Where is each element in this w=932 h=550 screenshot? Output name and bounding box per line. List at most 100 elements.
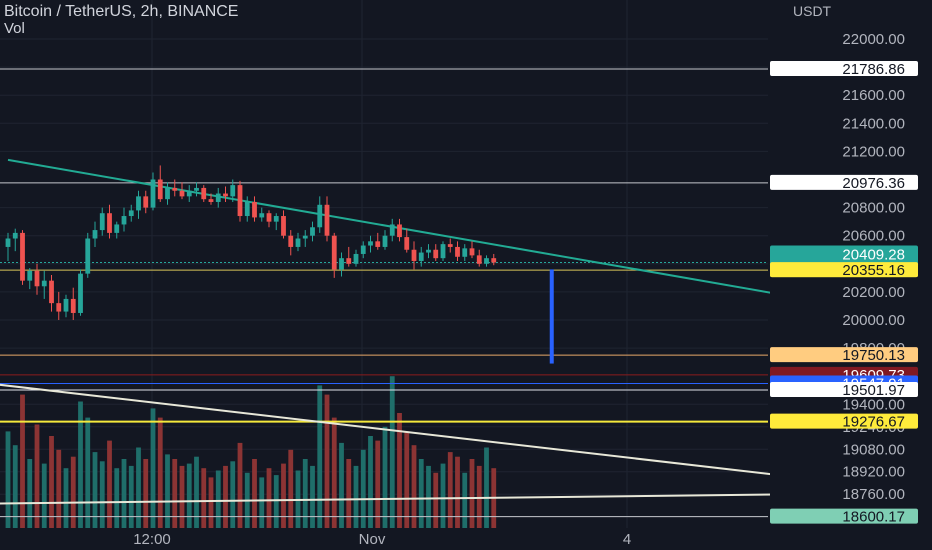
candle-body xyxy=(12,232,18,239)
candle-body xyxy=(440,244,446,259)
trendline-bottom-support[interactable] xyxy=(0,493,799,505)
candle-body xyxy=(426,249,431,253)
candle-body xyxy=(266,213,272,222)
volume-bar xyxy=(324,394,330,528)
volume-bar xyxy=(186,463,192,528)
candle-body xyxy=(201,187,207,200)
level-tag-19276.67-bg xyxy=(770,413,918,429)
symbol-title: Bitcoin / TetherUS, 2h, BINANCE xyxy=(4,3,239,20)
candle-body xyxy=(491,258,497,263)
candle-body xyxy=(310,227,315,236)
candle-body xyxy=(194,187,199,191)
volume-bar xyxy=(215,470,221,528)
candle-body xyxy=(252,201,257,218)
candle-body xyxy=(223,193,228,197)
volume-bar xyxy=(12,445,18,528)
candle-body xyxy=(302,235,308,239)
candle-body xyxy=(324,204,330,236)
candle-body xyxy=(397,224,402,238)
volume-bar xyxy=(375,440,381,528)
volume-bar xyxy=(107,440,112,528)
candle-body xyxy=(165,187,170,200)
volume-bar xyxy=(143,459,149,528)
candle-body xyxy=(56,303,62,312)
volume-bar xyxy=(150,408,156,528)
candle-body xyxy=(99,213,105,231)
candle-body xyxy=(41,280,47,287)
volume-bar xyxy=(20,394,25,528)
candle-body xyxy=(49,280,54,304)
price-axis-tick: 22000.00 xyxy=(842,31,905,48)
level-tag-21786.86-bg xyxy=(770,60,918,76)
candle-body xyxy=(404,237,410,250)
candle-body xyxy=(339,258,344,270)
candle-body xyxy=(85,238,91,274)
candle-body xyxy=(63,298,69,312)
candle-body xyxy=(230,185,236,197)
candle-body xyxy=(78,273,83,313)
volume-bar xyxy=(281,463,286,528)
level-tag-19501.97-bg xyxy=(770,381,918,397)
volume-bar xyxy=(404,431,410,528)
level-tag-19501.97: 19501.97 xyxy=(842,382,905,399)
trendline-lower-diagonal[interactable] xyxy=(0,379,799,479)
volume-bar xyxy=(266,468,272,528)
candle-body xyxy=(121,216,127,225)
volume-bar xyxy=(128,465,134,528)
volume-bar xyxy=(56,449,62,528)
price-axis-tick: 19400.00 xyxy=(842,396,905,413)
candle-body xyxy=(462,248,468,257)
volume-bar xyxy=(208,477,214,528)
level-tag-18600.17: 18600.17 xyxy=(842,509,905,526)
volume-bar xyxy=(397,413,402,528)
candle-body xyxy=(484,258,489,264)
candle-body xyxy=(433,249,439,259)
candle-body xyxy=(237,185,243,217)
candle-body xyxy=(353,253,359,264)
time-axis[interactable] xyxy=(0,528,768,550)
candle-body xyxy=(281,216,286,236)
volume-bar xyxy=(165,454,170,528)
volume-bar xyxy=(426,465,431,528)
volume-bar xyxy=(469,459,475,528)
volume-bar xyxy=(121,459,127,528)
candle-body xyxy=(259,213,265,218)
time-axis-tick: Nov xyxy=(359,531,386,548)
candle-body xyxy=(179,190,185,197)
volume-bar xyxy=(237,442,243,528)
price-axis-tick: 21200.00 xyxy=(842,143,905,160)
volume-bar xyxy=(201,468,207,528)
price-axis-tick: 18920.00 xyxy=(842,464,905,481)
candle-body xyxy=(346,258,352,264)
level-tag-top-20355-bg xyxy=(770,262,918,278)
volume-bar xyxy=(99,461,105,528)
candle-body xyxy=(128,210,134,217)
candle-body xyxy=(215,193,221,202)
volume-bar xyxy=(70,456,76,528)
candle-body xyxy=(295,238,301,247)
volume-bar xyxy=(368,436,373,528)
level-tag-top-20355: 20355.16 xyxy=(842,262,905,279)
candle-body xyxy=(114,224,120,233)
candle-body xyxy=(375,241,381,247)
candle-body xyxy=(208,199,214,202)
volume-bar xyxy=(41,463,47,528)
volume-bar xyxy=(92,452,98,528)
volume-bar xyxy=(447,452,453,528)
candle-body xyxy=(107,213,112,233)
candle-body xyxy=(476,255,482,264)
last-price-value: 20409.28 xyxy=(842,246,905,263)
trendline-upper-resistance[interactable] xyxy=(7,158,799,299)
volume-bar xyxy=(440,463,446,528)
candle-body xyxy=(382,235,388,247)
projection-bar[interactable] xyxy=(549,269,554,364)
candle-body xyxy=(469,248,475,256)
volume-bar xyxy=(310,465,315,528)
volume-bar xyxy=(157,417,163,528)
candle-body xyxy=(447,244,453,247)
volume-bar xyxy=(78,401,83,528)
candle-body xyxy=(288,235,294,247)
candle-body xyxy=(273,216,279,222)
